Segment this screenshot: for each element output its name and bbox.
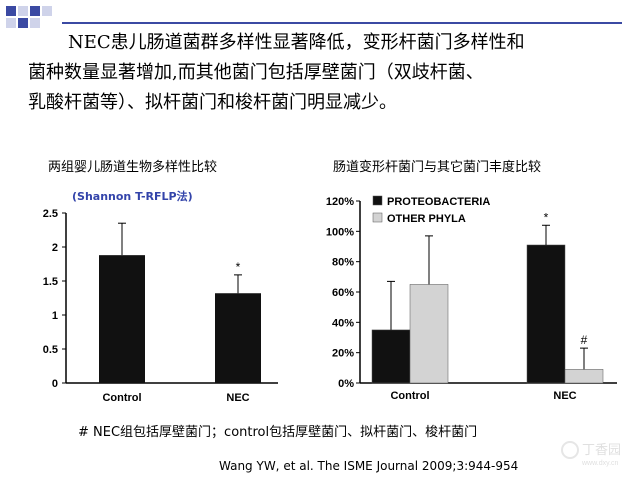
y-tick-label: 120% <box>326 196 354 208</box>
x-tick-label: NEC <box>553 390 576 402</box>
y-tick-label: 0% <box>338 378 354 390</box>
footnote: # NEC组包括厚壁菌门；control包括厚壁菌门、拟杆菌门、梭杆菌门 <box>78 425 478 440</box>
significance-marker: * <box>236 260 241 274</box>
watermark-subtext: www.dxy.cn <box>581 460 619 467</box>
y-tick-label: 20% <box>332 348 354 360</box>
abundance-bar-chart: 0% 20% 40% 60% 80% 100% 120% Control * # NEC PROTEO… <box>326 195 617 402</box>
heading-line-1: NEC患儿肠道菌群多样性显著降低，变形杆菌门多样性和 <box>68 32 525 53</box>
legend-label: PROTEOBACTERIA <box>387 196 490 208</box>
y-tick-label: 2.5 <box>43 208 58 220</box>
y-tick-label: 1.5 <box>43 276 58 288</box>
citation: Wang YW, et al. The ISME Journal 2009;3:… <box>219 459 519 473</box>
y-tick-label: 100% <box>326 226 354 238</box>
bar-control <box>99 255 145 383</box>
diversity-bar-chart: 0 0.5 1 1.5 2 2.5 Control * NEC <box>43 208 278 404</box>
left-chart-subtitle: (Shannon T-RFLP法) <box>72 190 193 203</box>
bar-nec <box>215 293 261 383</box>
y-tick-label: 0.5 <box>43 344 58 356</box>
x-tick-label: Control <box>390 390 429 402</box>
left-chart-title: 两组婴儿肠道生物多样性比较 <box>48 160 218 175</box>
y-tick-label: 1 <box>52 310 58 322</box>
slide-heading: NEC患儿肠道菌群多样性显著降低，变形杆菌门多样性和 菌种数量显著增加,而其他菌… <box>28 28 628 118</box>
legend-label: OTHER PHYLA <box>387 213 466 225</box>
watermark-logo: 丁香园 www.dxy.cn <box>560 438 632 470</box>
bar-proteobacteria-nec <box>526 244 566 384</box>
legend-swatch <box>372 212 383 223</box>
y-tick-label: 60% <box>332 287 354 299</box>
watermark-text: 丁香园 <box>582 442 621 457</box>
y-tick-label: 2 <box>52 242 58 254</box>
bar-other-phyla-control <box>409 284 449 384</box>
bar-proteobacteria-control <box>371 329 411 384</box>
x-tick-label: NEC <box>226 392 249 404</box>
heading-line-2: 菌种数量显著增加,而其他菌门包括厚壁菌门（双歧杆菌、 <box>28 62 484 83</box>
x-tick-label: Control <box>102 392 141 404</box>
bar-other-phyla-nec <box>564 369 604 384</box>
legend-swatch <box>372 195 383 206</box>
watermark-icon: 丁香园 www.dxy.cn <box>561 441 621 467</box>
significance-marker: # <box>581 333 588 347</box>
right-chart-title: 肠道变形杆菌门与其它菌门丰度比较 <box>333 160 542 175</box>
significance-marker: * <box>544 210 549 224</box>
y-tick-label: 0 <box>52 378 58 390</box>
heading-line-3: 乳酸杆菌等）、拟杆菌门和梭杆菌门明显减少。 <box>28 92 397 113</box>
y-tick-label: 40% <box>332 317 354 329</box>
y-tick-label: 80% <box>332 257 354 269</box>
